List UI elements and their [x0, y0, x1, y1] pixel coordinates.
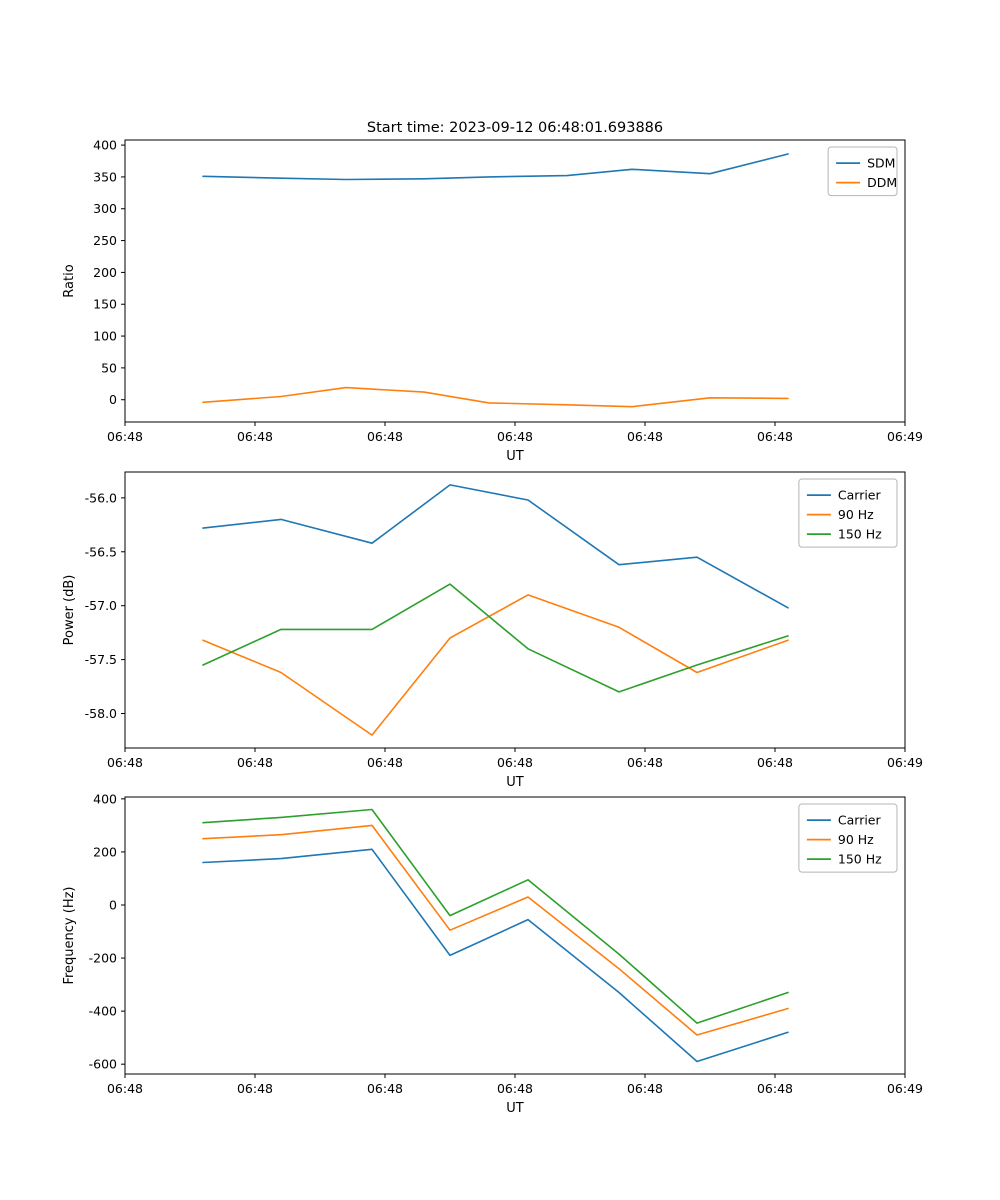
- x-tick-label: 06:48: [107, 1081, 143, 1096]
- legend-label-90-hz: 90 Hz: [838, 832, 874, 847]
- legend-label-150-hz: 150 Hz: [838, 852, 882, 867]
- x-tick-label: 06:48: [627, 755, 663, 770]
- y-axis-label: Power (dB): [62, 575, 77, 646]
- legend-label-sdm: SDM: [867, 156, 895, 171]
- y-tick-label: 200: [93, 844, 117, 859]
- x-tick-label: 06:48: [627, 1081, 663, 1096]
- y-tick-label: -58.0: [85, 706, 117, 721]
- y-tick-label: 200: [93, 265, 117, 280]
- line-carrier: [202, 848, 789, 1063]
- y-tick-label: 250: [93, 233, 117, 248]
- y-axis: 0 50 100 150 200 250 300 350 400: [93, 138, 125, 407]
- x-axis: 06:48 06:48 06:48 06:48 06:48 06:48 06:49: [107, 422, 923, 444]
- x-tick-label: 06:48: [367, 755, 403, 770]
- legend-label-90-hz: 90 Hz: [838, 507, 874, 522]
- y-axis-label: Ratio: [62, 264, 77, 297]
- y-tick-label: -400: [89, 1004, 117, 1019]
- y-axis-label: Frequency (Hz): [62, 886, 77, 984]
- legend-label-carrier: Carrier: [838, 488, 882, 503]
- x-tick-label: 06:48: [107, 429, 143, 444]
- y-axis: -58.0 -57.5 -57.0 -56.5 -56.0: [85, 490, 125, 721]
- x-tick-label: 06:48: [497, 429, 533, 444]
- x-tick-label: 06:48: [497, 1081, 533, 1096]
- x-tick-label: 06:48: [627, 429, 663, 444]
- y-tick-label: -57.0: [85, 598, 117, 613]
- y-tick-label: 50: [101, 360, 117, 375]
- y-tick-label: -600: [89, 1057, 117, 1072]
- y-tick-label: -56.0: [85, 490, 117, 505]
- x-tick-label: 06:48: [367, 429, 403, 444]
- x-axis: 06:48 06:48 06:48 06:48 06:48 06:48 06:49: [107, 748, 923, 770]
- y-tick-label: 300: [93, 201, 117, 216]
- subplot-power-db-: -58.0-57.5-57.0-56.5-56.006:48 06:48 06:48…: [62, 471, 923, 790]
- y-tick-label: 350: [93, 169, 117, 184]
- x-tick-label: 06:48: [237, 1081, 273, 1096]
- x-axis-label: UT: [506, 1101, 524, 1116]
- y-tick-label: -57.5: [85, 652, 117, 667]
- line-150-hz: [202, 808, 789, 1024]
- legend-label-150-hz: 150 Hz: [838, 527, 882, 542]
- chart-title: Start time: 2023-09-12 06:48:01.693886: [366, 120, 664, 136]
- x-axis: 06:48 06:48 06:48 06:48 06:48 06:48 06:49: [107, 1074, 923, 1096]
- line-ddm: [202, 386, 789, 408]
- x-tick-label: 06:48: [497, 755, 533, 770]
- y-axis: -600 -400 -200 0 200 400: [89, 791, 125, 1072]
- legend-label-carrier: Carrier: [838, 813, 882, 828]
- x-tick-label: 06:49: [887, 755, 923, 770]
- x-tick-label: 06:48: [367, 1081, 403, 1096]
- x-tick-label: 06:48: [757, 429, 793, 444]
- line-90-hz: [202, 594, 789, 736]
- x-tick-label: 06:49: [887, 1081, 923, 1096]
- x-tick-label: 06:48: [237, 755, 273, 770]
- legend: Carrier 90 Hz 150 Hz: [798, 803, 898, 873]
- x-axis-label: UT: [506, 775, 524, 790]
- x-axis-label: UT: [506, 449, 524, 464]
- y-tick-label: 100: [93, 329, 117, 344]
- legend-label-ddm: DDM: [867, 175, 897, 190]
- x-tick-label: 06:48: [757, 1081, 793, 1096]
- plot-area-border: [124, 139, 906, 423]
- plot-area-border: [124, 471, 906, 749]
- y-tick-label: 150: [93, 297, 117, 312]
- x-tick-label: 06:48: [107, 755, 143, 770]
- line-carrier: [202, 484, 789, 609]
- y-tick-label: 400: [93, 138, 117, 153]
- x-tick-label: 06:48: [757, 755, 793, 770]
- x-tick-label: 06:48: [237, 429, 273, 444]
- legend: Carrier 90 Hz 150 Hz: [798, 478, 898, 548]
- line-sdm: [202, 153, 789, 181]
- y-tick-label: 400: [93, 791, 117, 806]
- y-tick-label: 0: [109, 897, 117, 912]
- line-90-hz: [202, 824, 789, 1036]
- line-150-hz: [202, 583, 789, 693]
- y-tick-label: -200: [89, 951, 117, 966]
- y-tick-label: -56.5: [85, 544, 117, 559]
- y-tick-label: 0: [109, 392, 117, 407]
- legend: SDM DDM: [827, 146, 898, 197]
- x-tick-label: 06:49: [887, 429, 923, 444]
